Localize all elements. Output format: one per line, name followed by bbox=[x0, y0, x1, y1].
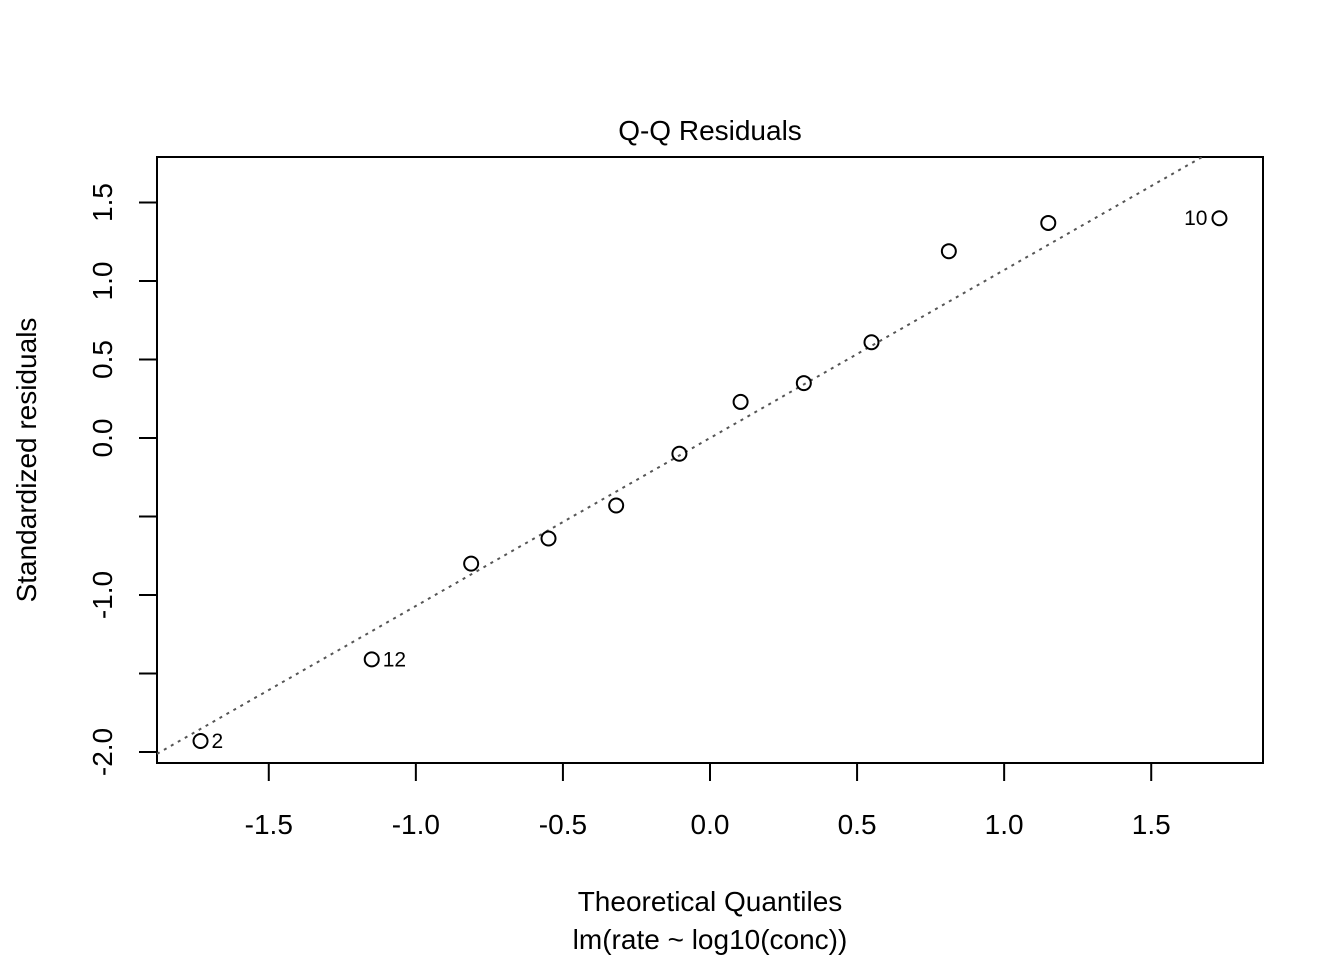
x-tick-label: -1.5 bbox=[245, 809, 293, 840]
data-point bbox=[863, 334, 880, 351]
x-tick-label: -1.0 bbox=[392, 809, 440, 840]
data-point bbox=[540, 530, 557, 547]
y-axis-label: Standardized residuals bbox=[11, 318, 42, 603]
data-points: 2 12 10 bbox=[192, 207, 1228, 753]
x-tick-label: 0.5 bbox=[838, 809, 877, 840]
x-axis: -1.5 -1.0 -0.5 0.0 0.5 1.0 1.5 bbox=[245, 763, 1171, 840]
plot-area-frame bbox=[156, 156, 1264, 764]
point-label: 2 bbox=[212, 730, 224, 753]
data-point bbox=[192, 733, 209, 750]
data-point bbox=[795, 375, 812, 392]
y-tick-label: -2.0 bbox=[87, 728, 118, 776]
x-tick-label: -0.5 bbox=[539, 809, 587, 840]
y-tick-label: 0.5 bbox=[87, 340, 118, 379]
data-point bbox=[463, 555, 480, 572]
x-axis-label: Theoretical Quantiles bbox=[578, 886, 843, 917]
x-tick-label: 0.0 bbox=[691, 809, 730, 840]
data-point bbox=[1040, 214, 1057, 231]
y-tick-label: -1.0 bbox=[87, 571, 118, 619]
model-formula-subtitle: lm(rate ~ log10(conc)) bbox=[573, 924, 848, 955]
reference-line-group bbox=[157, 157, 1205, 755]
qq-reference-line bbox=[157, 157, 1205, 755]
data-point bbox=[732, 393, 749, 410]
data-point bbox=[363, 651, 380, 668]
y-axis: -2.0 -1.0 0.0 0.5 1.0 1.5 bbox=[87, 183, 157, 776]
chart-title: Q-Q Residuals bbox=[618, 115, 802, 146]
data-point bbox=[671, 445, 688, 462]
x-tick-label: 1.0 bbox=[985, 809, 1024, 840]
point-label: 10 bbox=[1184, 207, 1207, 230]
data-point bbox=[1211, 210, 1228, 227]
point-label: 12 bbox=[383, 648, 406, 671]
y-tick-label: 0.0 bbox=[87, 419, 118, 458]
data-point bbox=[608, 497, 625, 514]
y-tick-label: 1.5 bbox=[87, 183, 118, 222]
x-tick-label: 1.5 bbox=[1132, 809, 1171, 840]
data-point bbox=[940, 243, 957, 260]
y-tick-label: 1.0 bbox=[87, 262, 118, 301]
